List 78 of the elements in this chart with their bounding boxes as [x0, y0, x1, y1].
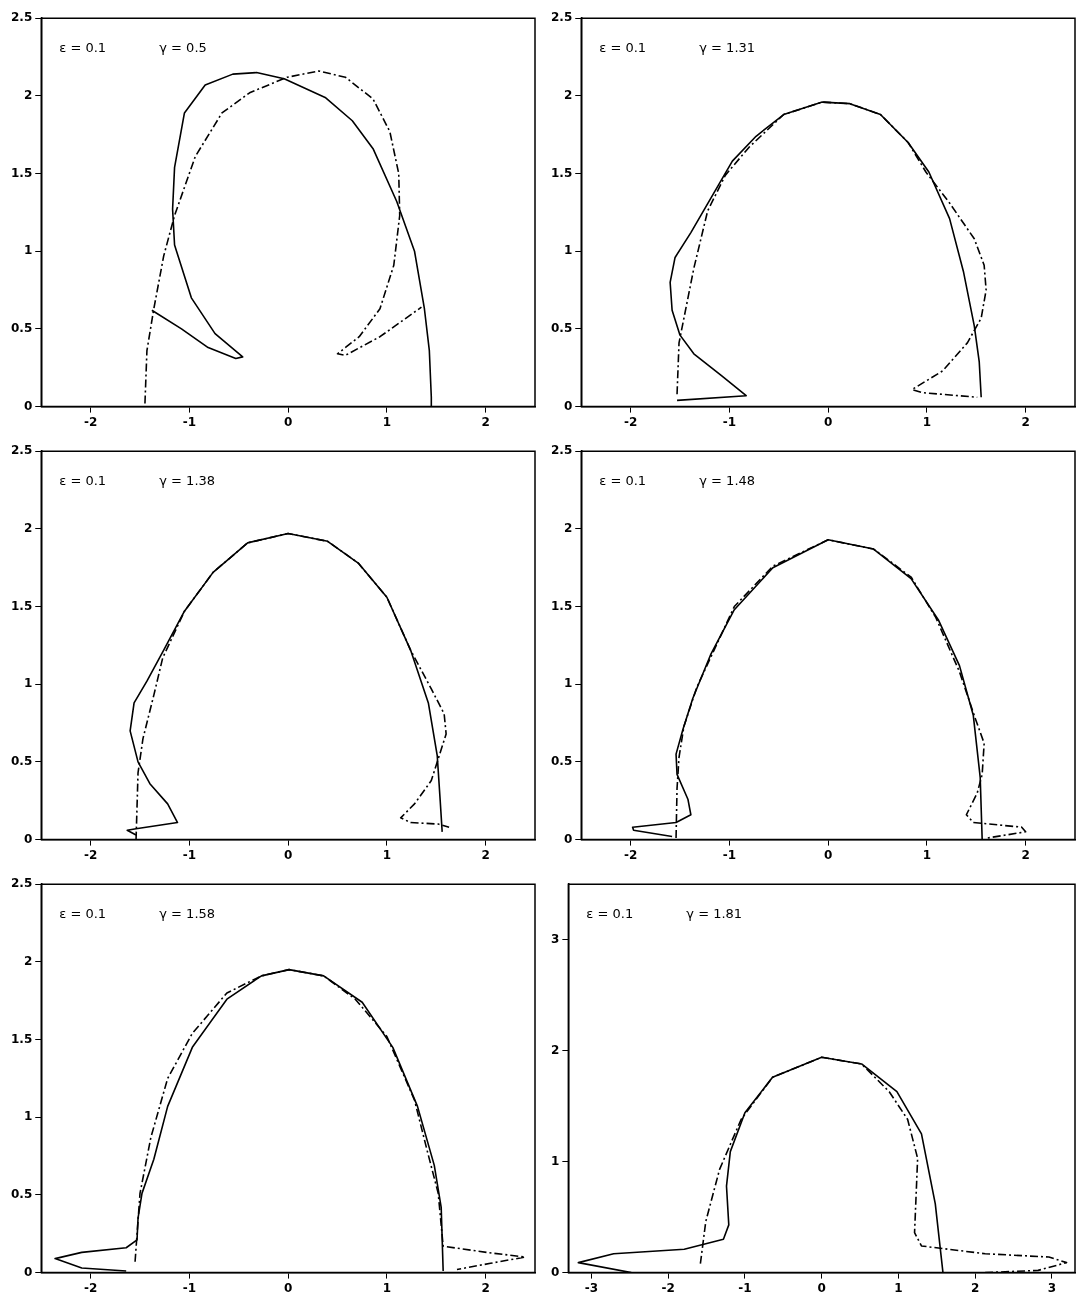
y-tick-label: 0.5	[10, 754, 33, 769]
y-tick-label: 1.5	[550, 598, 573, 613]
y-tick-label: 0.5	[10, 1187, 33, 1202]
y-tick-label: 0	[563, 398, 573, 413]
x-tick-label: -2	[83, 1280, 98, 1295]
y-tick-label: 2	[563, 521, 573, 536]
y-tick-label: 1.5	[10, 598, 33, 613]
y-tick-label: 1.5	[550, 165, 573, 180]
x-tick-label: 3	[1047, 1280, 1057, 1295]
x-tick-label: 0	[283, 847, 293, 862]
annotation: γ = 0.5	[159, 39, 207, 55]
annotation: ε = 0.1	[59, 905, 107, 921]
y-tick-label: 0	[23, 1264, 33, 1279]
annotation: ε = 0.1	[599, 472, 647, 488]
y-tick-label: 1	[23, 676, 33, 691]
y-tick-label: 0.5	[550, 754, 573, 769]
y-tick-label: 0.5	[550, 321, 573, 336]
x-tick-label: 2	[971, 1280, 980, 1295]
y-tick-label: 2.5	[550, 443, 573, 458]
y-tick-label: 1	[563, 676, 573, 691]
x-tick-label: -2	[83, 847, 98, 862]
x-tick-label: 0	[823, 847, 833, 862]
x-tick-label: 2	[481, 414, 490, 429]
y-tick-label: 2	[23, 521, 33, 536]
y-tick-label: 2.5	[10, 10, 33, 25]
annotation: γ = 1.38	[159, 472, 216, 488]
y-tick-label: 1	[23, 1109, 33, 1124]
x-tick-label: -1	[722, 414, 737, 429]
y-tick-label: 1	[550, 1153, 560, 1168]
x-tick-label: 2	[481, 847, 490, 862]
y-tick-label: 2	[23, 954, 33, 969]
annotation: ε = 0.1	[59, 39, 107, 55]
y-tick-label: 0	[23, 831, 33, 846]
x-tick-label: 1	[922, 847, 932, 862]
x-tick-label: 1	[922, 414, 932, 429]
x-tick-label: 1	[894, 1280, 903, 1295]
y-tick-label: 2	[563, 88, 573, 102]
annotation: γ = 1.81	[686, 905, 743, 921]
x-tick-label: 0	[283, 1280, 293, 1295]
annotation: γ = 1.31	[699, 39, 756, 55]
y-tick-label: 0	[563, 831, 573, 846]
annotation: ε = 0.1	[599, 39, 647, 55]
x-tick-label: 0	[283, 414, 293, 429]
x-tick-label: -2	[83, 414, 98, 429]
y-tick-label: 2	[550, 1042, 560, 1057]
x-tick-label: -3	[584, 1280, 599, 1295]
y-tick-label: 3	[550, 931, 560, 946]
annotation: γ = 1.48	[699, 472, 756, 488]
x-tick-label: -1	[738, 1280, 752, 1295]
x-tick-label: 1	[382, 414, 392, 429]
y-tick-label: 2.5	[10, 876, 33, 891]
x-tick-label: 0	[817, 1280, 826, 1295]
y-tick-label: 1	[23, 243, 33, 258]
y-tick-label: 2.5	[550, 10, 573, 25]
x-tick-label: -1	[182, 1280, 197, 1295]
y-tick-label: 0.5	[10, 321, 33, 336]
annotation: ε = 0.1	[59, 472, 107, 488]
x-tick-label: -1	[182, 847, 197, 862]
x-tick-label: 2	[1021, 847, 1030, 862]
x-tick-label: 2	[1021, 414, 1030, 429]
x-tick-label: -1	[722, 847, 737, 862]
x-tick-label: 0	[823, 414, 833, 429]
x-tick-label: -2	[623, 414, 638, 429]
y-tick-label: 1.5	[10, 1031, 33, 1046]
annotation: ε = 0.1	[586, 905, 634, 921]
y-tick-label: 1	[563, 243, 573, 258]
y-tick-label: 0	[23, 398, 33, 413]
y-tick-label: 1.5	[10, 165, 33, 180]
x-tick-label: -2	[623, 847, 638, 862]
y-tick-label: 2.5	[10, 443, 33, 458]
annotation: γ = 1.58	[159, 905, 216, 921]
x-tick-label: 2	[481, 1280, 490, 1295]
y-tick-label: 2	[23, 88, 33, 102]
x-tick-label: -1	[182, 414, 197, 429]
y-tick-label: 0	[550, 1264, 560, 1279]
x-tick-label: 1	[382, 847, 392, 862]
x-tick-label: -2	[661, 1280, 675, 1295]
x-tick-label: 1	[382, 1280, 392, 1295]
